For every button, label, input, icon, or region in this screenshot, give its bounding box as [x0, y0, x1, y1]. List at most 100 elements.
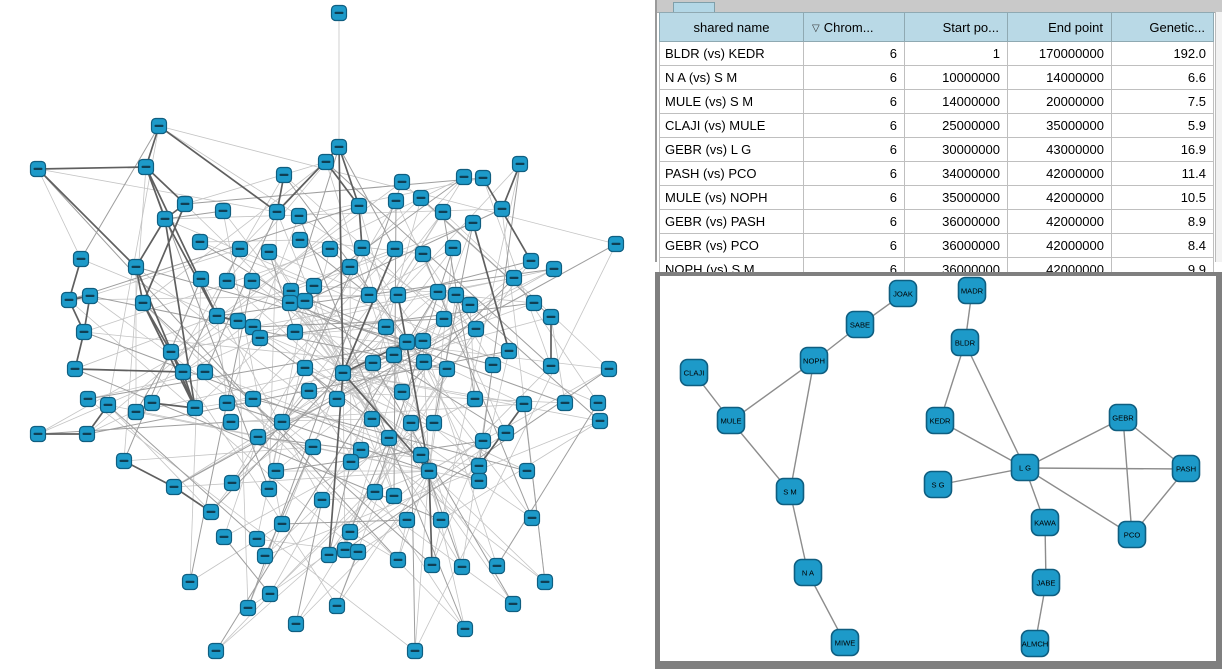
table-cell[interactable]: 20000000 [1007, 89, 1112, 114]
network-node[interactable] [423, 556, 441, 574]
network-node[interactable] [29, 160, 47, 178]
network-node[interactable] [79, 390, 97, 408]
network-node[interactable] [296, 292, 314, 310]
network-node[interactable] [248, 530, 266, 548]
network-node[interactable] [300, 382, 318, 400]
network-edge[interactable] [89, 295, 514, 605]
network-node[interactable] [456, 620, 474, 638]
network-node[interactable] [444, 239, 462, 257]
network-edge-NOPH-SM[interactable] [789, 360, 815, 493]
column-header-start-po[interactable]: Start po... [904, 12, 1008, 42]
network-edge[interactable] [259, 302, 535, 339]
network-node[interactable] [244, 390, 262, 408]
network-node[interactable] [286, 323, 304, 341]
network-edge[interactable] [374, 470, 430, 493]
network-node[interactable] [470, 472, 488, 490]
network-node[interactable] [474, 432, 492, 450]
network-node[interactable] [296, 359, 314, 377]
network-node[interactable] [291, 231, 309, 249]
table-cell[interactable]: 42000000 [1007, 233, 1112, 258]
network-edge[interactable] [338, 146, 396, 250]
network-edge[interactable] [342, 372, 395, 497]
table-tab-remnant[interactable] [673, 2, 715, 13]
network-node[interactable] [377, 318, 395, 336]
network-node[interactable] [273, 515, 291, 533]
network-node[interactable] [420, 462, 438, 480]
network-node-MIWE[interactable]: MIWE [830, 628, 860, 657]
network-node[interactable] [261, 585, 279, 603]
network-node[interactable] [341, 258, 359, 276]
network-node-SG[interactable]: S G [923, 470, 953, 499]
network-edge[interactable] [184, 177, 484, 205]
network-edge[interactable] [336, 470, 430, 607]
table-row[interactable]: N A (vs) S M 6 10000000 14000000 6.6 [659, 65, 1214, 90]
network-node[interactable] [275, 166, 293, 184]
network-node-KEDR[interactable]: KEDR [925, 406, 955, 435]
network-node[interactable] [607, 235, 625, 253]
network-node[interactable] [461, 296, 479, 314]
table-cell[interactable]: 35000000 [1007, 113, 1112, 138]
network-node[interactable] [398, 511, 416, 529]
network-node[interactable] [313, 491, 331, 509]
network-node[interactable] [364, 354, 382, 372]
network-edge[interactable] [313, 176, 465, 287]
network-node-SABE[interactable]: SABE [845, 310, 875, 339]
network-node[interactable] [143, 394, 161, 412]
network-edge[interactable] [428, 470, 466, 630]
network-node[interactable] [474, 169, 492, 187]
network-edge[interactable] [189, 523, 283, 583]
table-cell[interactable]: 14000000 [904, 89, 1008, 114]
network-node[interactable] [591, 412, 609, 430]
table-row[interactable]: GEBR (vs) PCO 6 36000000 42000000 8.4 [659, 233, 1214, 258]
network-node[interactable] [542, 308, 560, 326]
network-node[interactable] [402, 414, 420, 432]
network-node[interactable] [267, 462, 285, 480]
table-cell[interactable]: 7.5 [1111, 89, 1214, 114]
overview-network-canvas[interactable] [0, 0, 655, 669]
table-row[interactable]: MULE (vs) S M 6 14000000 20000000 7.5 [659, 89, 1214, 114]
network-edge[interactable] [342, 372, 403, 393]
network-edge[interactable] [289, 146, 340, 304]
network-node[interactable] [181, 573, 199, 591]
network-edge[interactable] [401, 277, 515, 393]
table-cell[interactable]: 6.6 [1111, 65, 1214, 90]
table-cell[interactable]: 14000000 [1007, 65, 1112, 90]
network-edge[interactable] [308, 390, 466, 630]
network-node[interactable] [239, 599, 257, 617]
network-edge[interactable] [164, 218, 218, 317]
network-edge[interactable] [204, 211, 278, 373]
network-edge[interactable] [397, 294, 430, 472]
network-node[interactable] [412, 189, 430, 207]
network-node-GEBR[interactable]: GEBR [1108, 403, 1138, 432]
network-node[interactable] [249, 428, 267, 446]
network-node[interactable] [208, 307, 226, 325]
network-node[interactable] [78, 425, 96, 443]
network-edge[interactable] [252, 318, 445, 328]
network-edge[interactable] [336, 551, 359, 607]
network-node[interactable] [305, 277, 323, 295]
network-node[interactable] [222, 413, 240, 431]
network-edge[interactable] [37, 166, 147, 170]
network-node[interactable] [162, 343, 180, 361]
network-edge-LG-PASH[interactable] [1024, 467, 1187, 470]
table-cell[interactable]: 11.4 [1111, 161, 1214, 186]
network-node-NOPH[interactable]: NOPH [799, 346, 829, 375]
network-edge[interactable] [290, 222, 474, 292]
network-node[interactable] [260, 243, 278, 261]
table-cell[interactable]: 10.5 [1111, 185, 1214, 210]
network-edge[interactable] [158, 125, 278, 213]
network-edge[interactable] [145, 166, 218, 317]
network-edge[interactable] [289, 302, 344, 374]
network-node[interactable] [218, 394, 236, 412]
table-cell[interactable]: 42000000 [1007, 161, 1112, 186]
network-edge[interactable] [189, 280, 253, 583]
network-edge-LG-PCO[interactable] [1024, 467, 1133, 536]
network-node[interactable] [320, 546, 338, 564]
network-node-PCO[interactable]: PCO [1117, 520, 1147, 549]
network-edge[interactable] [428, 470, 546, 583]
network-edge[interactable] [123, 460, 175, 488]
table-cell[interactable]: 43000000 [1007, 137, 1112, 162]
table-cell[interactable]: 34000000 [904, 161, 1008, 186]
network-edge[interactable] [428, 470, 433, 566]
table-cell[interactable]: 30000000 [904, 137, 1008, 162]
